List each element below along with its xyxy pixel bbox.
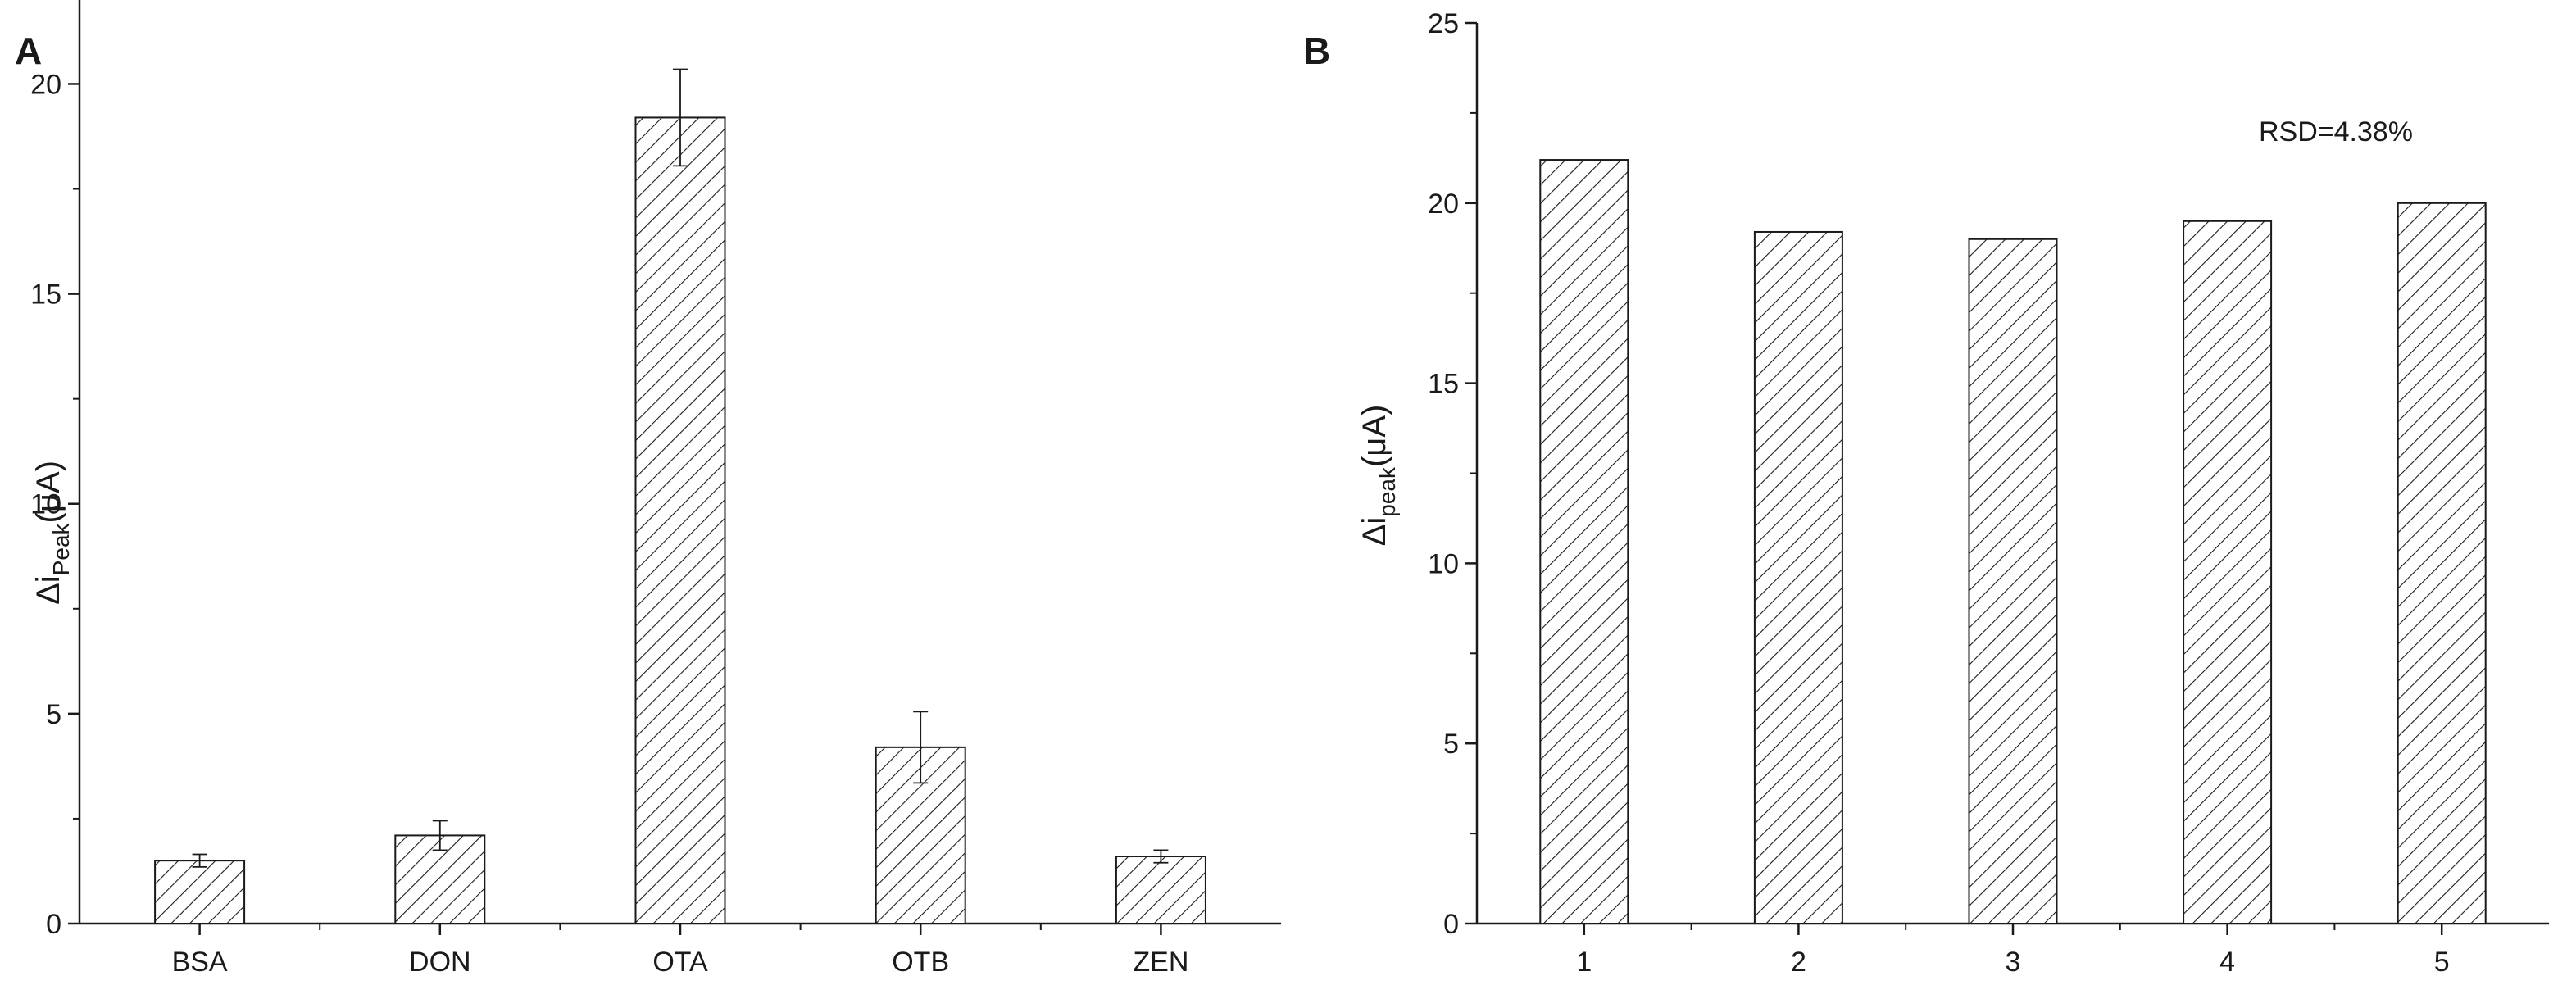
panel-a-y-label-prefix: Δi <box>30 575 66 605</box>
panel-a-y-tick-label: 0 <box>46 909 61 940</box>
panel-b-x-tick-label-3: 3 <box>2006 947 2021 978</box>
panel-a-y-tick-label: 5 <box>46 699 61 730</box>
panel-a-x-tick-label-don: DON <box>409 947 471 978</box>
panel-a-label: A <box>15 30 42 72</box>
panel-b-y-tick-label: 20 <box>1428 188 1459 220</box>
panel-a-x-tick-label-ota: OTA <box>652 947 708 978</box>
panel-b-y-axis-label: Δipeak(μA) <box>1356 405 1400 547</box>
panel-a-plot-area: 0 5 10 15 20 BSA DON OTA OTB ZEN <box>30 0 1281 978</box>
panel-a-chart: A 0 5 10 15 20 BSA DON OTA OTB ZEN ΔiPeak(μA) <box>15 0 1281 978</box>
panel-b-plot-area: 0 5 10 15 20 25 1 2 3 4 5 <box>1428 8 2549 978</box>
panel-b-chart: B 0 5 10 15 20 25 1 2 3 4 5 RSD=4.38% Δipeak(μA) <box>1303 8 2549 978</box>
panel-b-y-tick-label: 5 <box>1443 729 1459 760</box>
panel-a-y-tick-label: 20 <box>30 69 61 100</box>
panel-a-y-tick-label: 15 <box>30 279 61 311</box>
panel-a-y-label-sub: Peak <box>48 522 74 575</box>
panel-a-y-axis-label: ΔiPeak(μA) <box>30 461 74 605</box>
panel-b-bar-1 <box>1539 159 1629 925</box>
panel-b-bar-2 <box>1753 230 1843 924</box>
panel-a-x-tick-label-otb: OTB <box>892 947 949 978</box>
panel-b-y-tick-label: 25 <box>1428 8 1459 39</box>
panel-a-x-tick-label-zen: ZEN <box>1133 947 1188 978</box>
panel-b-bar-3 <box>1968 238 2058 924</box>
panel-b-y-label-sub: peak <box>1374 466 1400 517</box>
panel-b-x-tick-label-1: 1 <box>1576 947 1592 978</box>
panel-a-x-tick-label-bsa: BSA <box>172 947 228 978</box>
panel-b-y-tick-label: 0 <box>1443 909 1459 940</box>
panel-b-bar-5 <box>2397 202 2487 925</box>
panel-b-x-tick-label-4: 4 <box>2219 947 2235 978</box>
panel-a-y-label-suffix: (μA) <box>30 461 66 523</box>
panel-b-x-tick-label-2: 2 <box>1791 947 1806 978</box>
rsd-annotation: RSD=4.38% <box>2259 116 2413 148</box>
panel-b-y-label-prefix: Δi <box>1356 517 1392 547</box>
panel-a-bar-ota <box>634 116 726 925</box>
panel-b-bar-4 <box>2183 220 2273 924</box>
panel-a-bar-zen <box>1115 856 1206 925</box>
panel-b-label: B <box>1303 30 1330 72</box>
panel-a-y-tick-label: 10 <box>30 489 61 520</box>
panel-b-x-tick-label-5: 5 <box>2434 947 2450 978</box>
panel-b-y-label-suffix: (μA) <box>1356 405 1392 467</box>
panel-a-bar-bsa <box>154 860 246 924</box>
panel-b-y-tick-label: 15 <box>1428 369 1459 400</box>
panel-b-y-tick-label: 10 <box>1428 548 1459 579</box>
